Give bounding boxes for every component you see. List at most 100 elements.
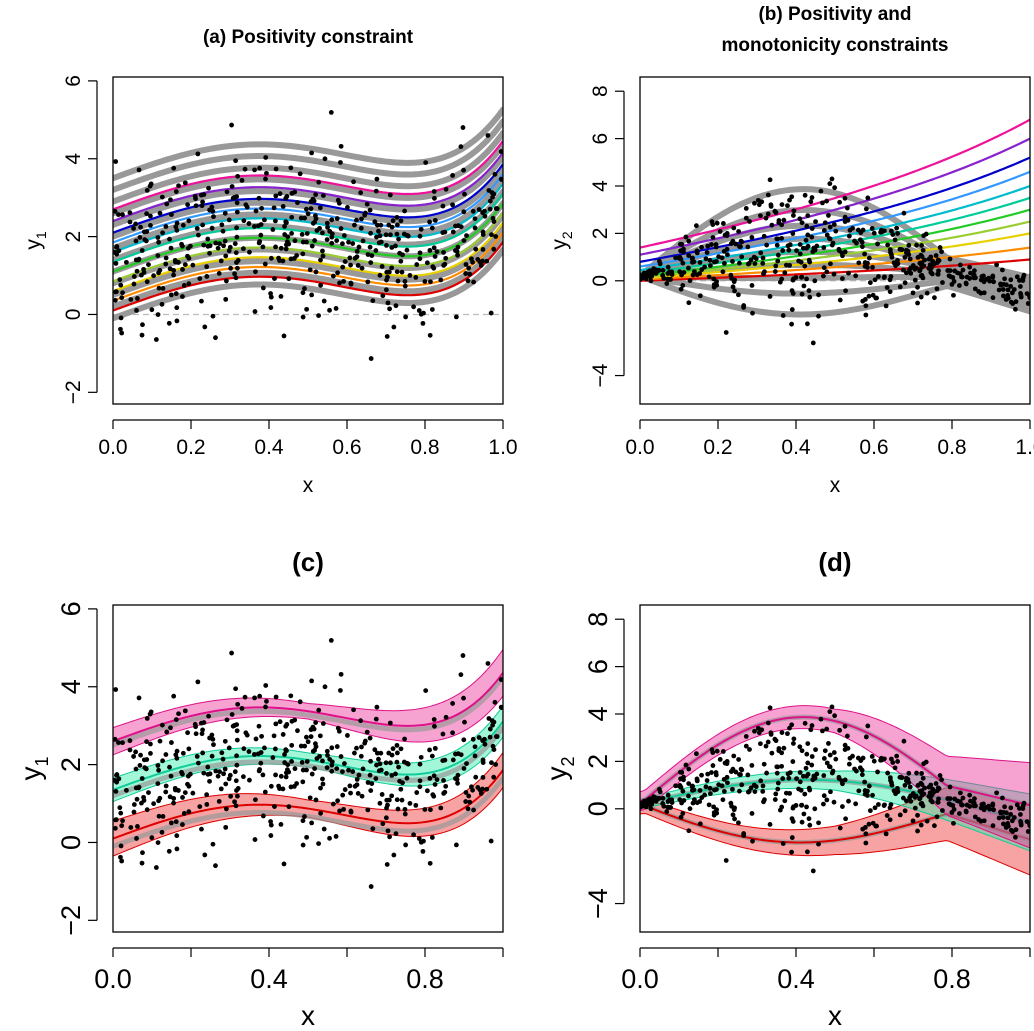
data-point	[473, 774, 479, 780]
data-point	[957, 262, 963, 268]
data-point	[910, 818, 916, 824]
data-point	[367, 244, 373, 250]
data-point	[223, 781, 229, 787]
data-point	[466, 265, 472, 271]
data-point	[316, 179, 322, 185]
data-point	[417, 761, 423, 767]
data-point	[1008, 811, 1014, 817]
data-point	[311, 198, 317, 204]
data-point	[199, 826, 204, 832]
grey-quantile-curve	[113, 130, 503, 205]
data-point	[387, 834, 392, 840]
data-point	[921, 761, 927, 767]
data-point	[134, 796, 140, 802]
data-point	[206, 713, 211, 719]
data-point	[327, 228, 333, 234]
data-point	[284, 194, 290, 199]
data-point	[402, 811, 408, 817]
data-point	[133, 238, 139, 244]
x-tick-label: 0.6	[332, 436, 361, 459]
data-point	[204, 274, 210, 279]
data-point	[262, 261, 268, 267]
data-point	[875, 241, 880, 247]
data-point	[728, 241, 734, 246]
data-point	[144, 211, 149, 217]
data-point	[180, 795, 185, 800]
data-point	[210, 736, 216, 742]
data-point	[801, 283, 807, 289]
data-point	[202, 852, 208, 858]
y-tick-label: 6	[589, 133, 612, 145]
data-point	[1005, 823, 1011, 829]
data-point	[831, 799, 837, 805]
data-point	[915, 812, 920, 818]
data-point	[398, 258, 404, 264]
data-point	[379, 792, 385, 797]
data-point	[352, 750, 357, 756]
data-point	[153, 337, 159, 342]
data-point	[232, 799, 237, 805]
data-point	[322, 684, 328, 690]
data-point	[764, 242, 770, 248]
data-point	[859, 767, 865, 773]
data-point	[846, 233, 852, 239]
data-point	[376, 240, 382, 246]
data-point	[963, 808, 969, 814]
data-point	[174, 748, 180, 754]
data-point	[908, 798, 914, 804]
grey-quantile-curve	[113, 165, 503, 240]
data-point	[691, 269, 697, 275]
data-point	[411, 832, 416, 838]
data-point	[234, 225, 239, 231]
data-point	[694, 800, 700, 806]
data-point	[223, 253, 229, 259]
data-point	[920, 247, 926, 253]
data-point	[693, 223, 699, 229]
data-point	[190, 790, 196, 796]
data-point	[498, 149, 503, 154]
data-point	[773, 263, 779, 269]
data-point	[1005, 295, 1011, 301]
data-point	[480, 760, 486, 765]
data-point	[113, 159, 119, 164]
data-point	[837, 727, 843, 733]
data-point	[470, 259, 475, 265]
data-point	[171, 693, 177, 699]
data-point	[489, 760, 494, 766]
data-point	[717, 757, 723, 762]
data-point	[223, 824, 229, 830]
data-point	[922, 257, 927, 263]
data-point	[120, 740, 125, 746]
data-point	[890, 760, 896, 765]
data-point	[482, 741, 488, 747]
data-point	[195, 679, 201, 685]
data-point	[723, 330, 729, 335]
data-point	[810, 868, 816, 874]
data-point	[846, 270, 851, 276]
data-point	[365, 279, 371, 285]
data-point	[271, 733, 277, 739]
data-point	[467, 271, 473, 277]
quantile-curve	[113, 241, 503, 312]
data-point	[912, 266, 918, 272]
data-point	[320, 248, 325, 254]
data-point	[859, 244, 865, 250]
data-point	[393, 303, 399, 309]
data-point	[455, 244, 461, 250]
data-point	[431, 189, 437, 194]
data-point	[804, 223, 810, 229]
data-point	[180, 267, 185, 272]
data-point	[772, 208, 778, 214]
data-point	[346, 239, 351, 245]
data-point	[320, 193, 326, 198]
data-point	[201, 720, 207, 725]
data-point	[260, 772, 266, 778]
data-point	[153, 865, 159, 870]
data-point	[217, 241, 222, 247]
grey-quantile-curve	[113, 118, 503, 193]
data-point	[173, 189, 179, 195]
data-point	[240, 774, 246, 780]
data-point	[199, 731, 205, 737]
data-point	[200, 750, 206, 756]
data-point	[917, 268, 923, 274]
